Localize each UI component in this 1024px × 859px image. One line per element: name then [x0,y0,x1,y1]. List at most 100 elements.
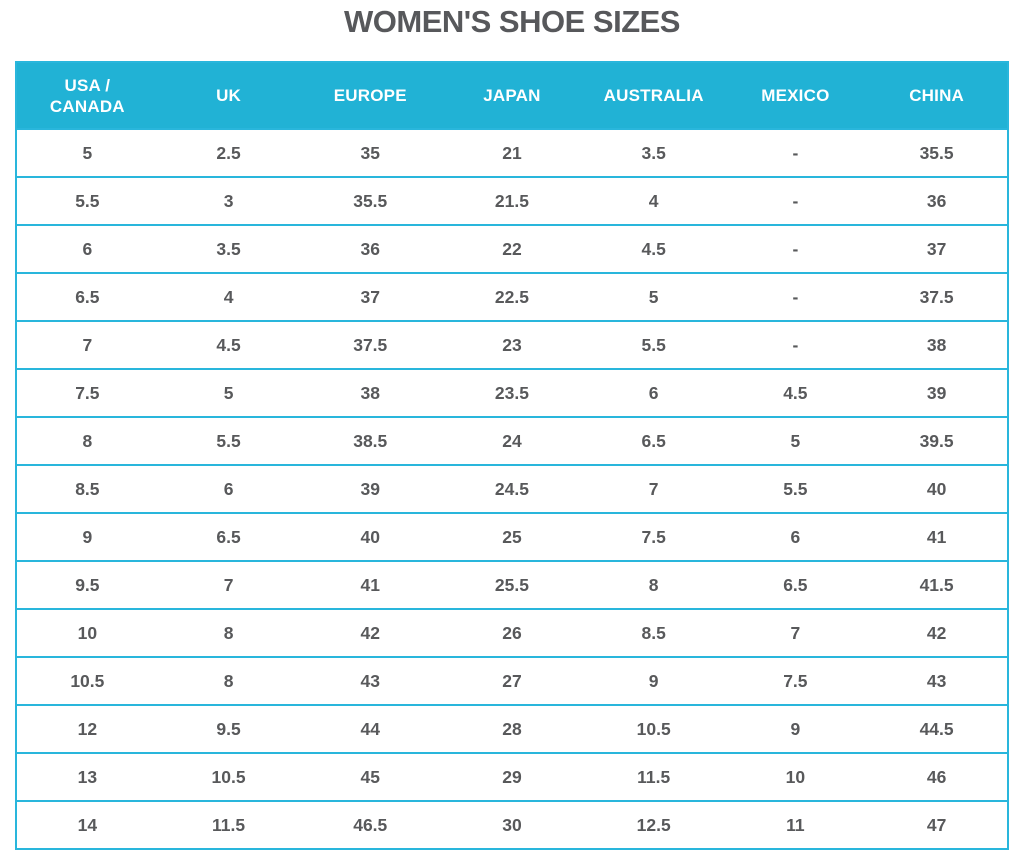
column-header-china: CHINA [866,62,1008,129]
table-cell: 26 [441,608,583,657]
table-cell: 9 [724,704,867,753]
table-cell: 45 [299,752,442,801]
table-cell: 24.5 [441,464,583,513]
size-table-head: USA / CANADA UK EUROPE JAPAN AUSTRALIA MEXICO… [16,62,1008,129]
table-cell: 10 [724,752,867,801]
table-cell: 23.5 [441,368,583,417]
column-header-mexico: MEXICO [724,62,867,129]
table-cell: 5.5 [724,464,867,513]
table-cell: 6.5 [724,560,867,609]
table-cell: 21.5 [441,176,583,225]
table-row: 6 3.5 36 22 4.5-37 [16,224,1008,273]
table-cell: 41.5 [866,560,1008,609]
table-row: 9 6.5 40 25 7.5 6 41 [16,512,1008,561]
table-cell: 35 [299,128,442,177]
table-cell: 5.5 [582,320,725,369]
table-cell: 11 [724,800,867,849]
table-cell: 12 [16,704,158,753]
table-cell: 30 [441,800,583,849]
column-header-japan: JAPAN [441,62,583,129]
page-title: WOMEN'S SHOE SIZES [344,4,680,39]
table-cell: 7 [724,608,867,657]
table-cell: 13 [16,752,158,801]
table-cell: - [724,272,867,321]
table-cell: 25.5 [441,560,583,609]
table-cell: 6.5 [157,512,300,561]
table-cell: 39.5 [866,416,1008,465]
table-cell: - [724,224,867,273]
table-cell: 28 [441,704,583,753]
table-cell: 9 [582,656,725,705]
table-cell: 8 [157,656,300,705]
table-cell: 6 [582,368,725,417]
table-cell: 37.5 [299,320,442,369]
table-cell: 4 [582,176,725,225]
table-row: 10.5 8 43 27 9 7.5 43 [16,656,1008,705]
table-row: 5.5 3 35.5 21.5 4-36 [16,176,1008,225]
table-cell: 10.5 [16,656,158,705]
table-cell: 40 [866,464,1008,513]
table-cell: 11.5 [582,752,725,801]
table-row: 12 9.5 44 28 10.5 9 44.5 [16,704,1008,753]
table-row: 10 8 42 26 8.5 7 42 [16,608,1008,657]
table-cell: 44.5 [866,704,1008,753]
table-cell: 22.5 [441,272,583,321]
table-cell: 40 [299,512,442,561]
table-cell: 6.5 [16,272,158,321]
table-cell: 47 [866,800,1008,849]
table-cell: 42 [299,608,442,657]
table-cell: 21 [441,128,583,177]
table-cell: 46.5 [299,800,442,849]
table-cell: 2.5 [157,128,300,177]
table-cell: 37 [299,272,442,321]
table-cell: 10.5 [157,752,300,801]
table-cell: 3.5 [582,128,725,177]
table-cell: 4.5 [724,368,867,417]
table-cell: 24 [441,416,583,465]
table-cell: 36 [866,176,1008,225]
table-cell: 6 [16,224,158,273]
table-cell: - [724,176,867,225]
table-cell: 8.5 [582,608,725,657]
table-cell: 37.5 [866,272,1008,321]
table-cell: 22 [441,224,583,273]
table-cell: 6 [724,512,867,561]
table-cell: - [724,320,867,369]
table-cell: 43 [866,656,1008,705]
table-row: 9.5 7 41 25.5 8 6.5 41.5 [16,560,1008,609]
table-cell: 10.5 [582,704,725,753]
table-cell: 9.5 [16,560,158,609]
table-cell: 11.5 [157,800,300,849]
table-cell: 29 [441,752,583,801]
table-cell: 8.5 [16,464,158,513]
table-cell: 5 [582,272,725,321]
table-cell: 4.5 [157,320,300,369]
table-cell: 9.5 [157,704,300,753]
table-cell: 3.5 [157,224,300,273]
table-cell: 5.5 [157,416,300,465]
table-cell: 39 [299,464,442,513]
table-row: 8 5.5 38.5 24 6.5 5 39.5 [16,416,1008,465]
table-cell: 35.5 [866,128,1008,177]
table-row: 6.5 4 37 22.5 5-37.5 [16,272,1008,321]
table-cell: 41 [866,512,1008,561]
table-cell: 3 [157,176,300,225]
table-cell: 7 [16,320,158,369]
table-cell: 8 [157,608,300,657]
table-cell: 39 [866,368,1008,417]
column-header-europe: EUROPE [299,62,442,129]
column-header-usa-canada: USA / CANADA [16,62,158,129]
table-cell: 44 [299,704,442,753]
table-cell: - [724,128,867,177]
table-cell: 8 [582,560,725,609]
table-cell: 8 [16,416,158,465]
table-cell: 7.5 [582,512,725,561]
table-cell: 43 [299,656,442,705]
table-cell: 9 [16,512,158,561]
table-cell: 4 [157,272,300,321]
size-table-body: 5 2.5 35 21 3.5-35.5 5.5 3 35.5 21.5 4-36 6 3.5 36 22… [16,128,1008,849]
table-cell: 46 [866,752,1008,801]
column-header-australia: AUSTRALIA [582,62,725,129]
table-cell: 37 [866,224,1008,273]
